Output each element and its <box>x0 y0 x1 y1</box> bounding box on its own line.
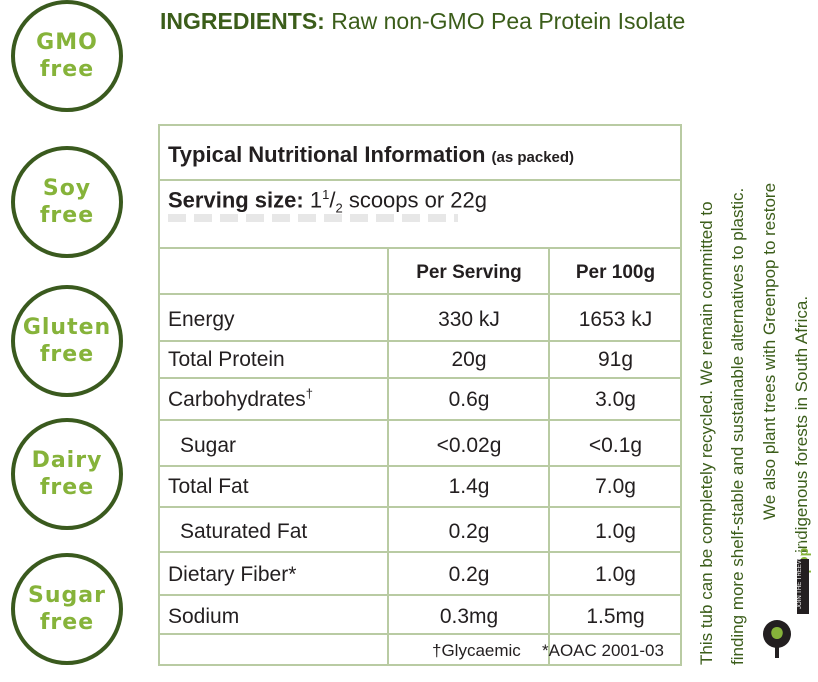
row-per-100g: 1653 kJ <box>578 308 653 331</box>
row-label: Total Protein <box>168 348 285 371</box>
row-per-100g: 91g <box>597 348 634 371</box>
badge-line1: Gluten <box>22 315 112 340</box>
row-label-text: Carbohydrates <box>168 388 306 411</box>
row-per-100g: 1.0g <box>595 563 636 586</box>
dairy-free-badge: Dairy free <box>11 418 123 530</box>
greenpop-tagline: JOIN THE TREEVOLUTION <box>797 533 803 609</box>
greenpop-tree-icon <box>763 620 791 658</box>
row-per-serving: 20g <box>451 348 487 371</box>
row-per-serving: 0.3mg <box>439 605 499 628</box>
recycling-text-line2: finding more shelf-stable and sustainabl… <box>728 187 747 665</box>
row-per-serving: 1.4g <box>448 475 490 498</box>
soy-free-badge: Soy free <box>11 146 123 258</box>
nutrition-title-note: (as packed) <box>491 149 575 166</box>
recycling-text-line1: This tub can be completely recycled. We … <box>697 201 716 665</box>
divider <box>160 340 680 342</box>
row-per-serving: 0.2g <box>448 563 490 586</box>
header-per-serving: Per Serving <box>416 262 522 283</box>
serving-size: Serving size: 11/2 scoops or 22g <box>168 187 488 216</box>
column-divider <box>548 247 550 664</box>
column-divider <box>387 247 389 664</box>
divider <box>160 377 680 379</box>
divider <box>160 419 680 421</box>
ingredients-label: INGREDIENTS: <box>160 8 325 34</box>
row-per-100g: 1.0g <box>595 520 636 543</box>
badge-line1: Dairy <box>31 448 103 473</box>
nutrition-table: Typical Nutritional Information (as pack… <box>158 124 682 666</box>
row-per-serving: 330 kJ <box>438 308 500 331</box>
header-per-100g: Per 100g <box>575 262 656 283</box>
row-label: Carbohydrates† <box>168 386 313 412</box>
serving-size-whole: 1 <box>309 187 323 213</box>
badge-line1: Soy <box>42 176 92 201</box>
faded-text <box>168 214 458 222</box>
serving-size-text: scoops or 22g <box>348 187 488 213</box>
row-label: Dietary Fiber* <box>168 563 297 586</box>
divider <box>160 465 680 467</box>
greenpop-tagline-box: JOIN THE TREEVOLUTION <box>797 534 809 614</box>
badge-line2: free <box>39 610 95 635</box>
nutrition-title-text: Typical Nutritional Information <box>168 142 486 167</box>
divider <box>160 247 680 249</box>
row-per-serving: 0.2g <box>448 520 490 543</box>
badge-line1: Sugar <box>28 583 106 608</box>
serving-size-denominator: 2 <box>335 200 343 216</box>
row-label: Sugar <box>180 434 237 457</box>
gluten-free-badge: Gluten free <box>11 285 123 397</box>
badge-line2: free <box>39 342 95 367</box>
nutrition-title: Typical Nutritional Information (as pack… <box>168 142 574 168</box>
row-per-100g: 7.0g <box>595 475 636 498</box>
greenpop-text-line2: indigenous forests in South Africa. <box>792 295 811 553</box>
row-per-100g: 1.5mg <box>586 605 645 628</box>
row-per-100g: <0.1g <box>588 434 643 457</box>
row-label: Total Fat <box>168 475 249 498</box>
ingredients-text: Raw non-GMO Pea Protein Isolate <box>331 8 686 34</box>
divider <box>160 633 680 635</box>
row-label: Saturated Fat <box>180 520 308 543</box>
row-per-100g: 3.0g <box>595 388 636 411</box>
badge-line2: free <box>39 57 95 82</box>
divider <box>160 506 680 508</box>
row-label: Energy <box>168 308 235 331</box>
dagger-mark: † <box>305 386 313 401</box>
badge-line2: free <box>39 475 95 500</box>
serving-size-label: Serving size: <box>168 187 304 213</box>
divider <box>160 594 680 596</box>
divider <box>160 293 680 295</box>
badge-line2: free <box>39 203 95 228</box>
row-per-serving: 0.6g <box>448 388 490 411</box>
greenpop-text-line1: We also plant trees with Greenpop to res… <box>760 182 779 520</box>
serving-size-numerator: 1 <box>322 187 330 202</box>
divider <box>160 179 680 181</box>
sugar-free-badge: Sugar free <box>11 553 123 665</box>
footnote-aoac: *AOAC 2001-03 <box>542 641 664 660</box>
gmo-free-badge: GMO free <box>11 0 123 112</box>
row-label: Sodium <box>168 605 240 628</box>
footnote-glycaemic: †Glycaemic <box>432 641 521 660</box>
divider <box>160 551 680 553</box>
ingredients-line: INGREDIENTS: Raw non-GMO Pea Protein Iso… <box>160 8 685 35</box>
row-per-serving: <0.02g <box>436 434 502 457</box>
badge-line1: GMO <box>36 30 98 55</box>
